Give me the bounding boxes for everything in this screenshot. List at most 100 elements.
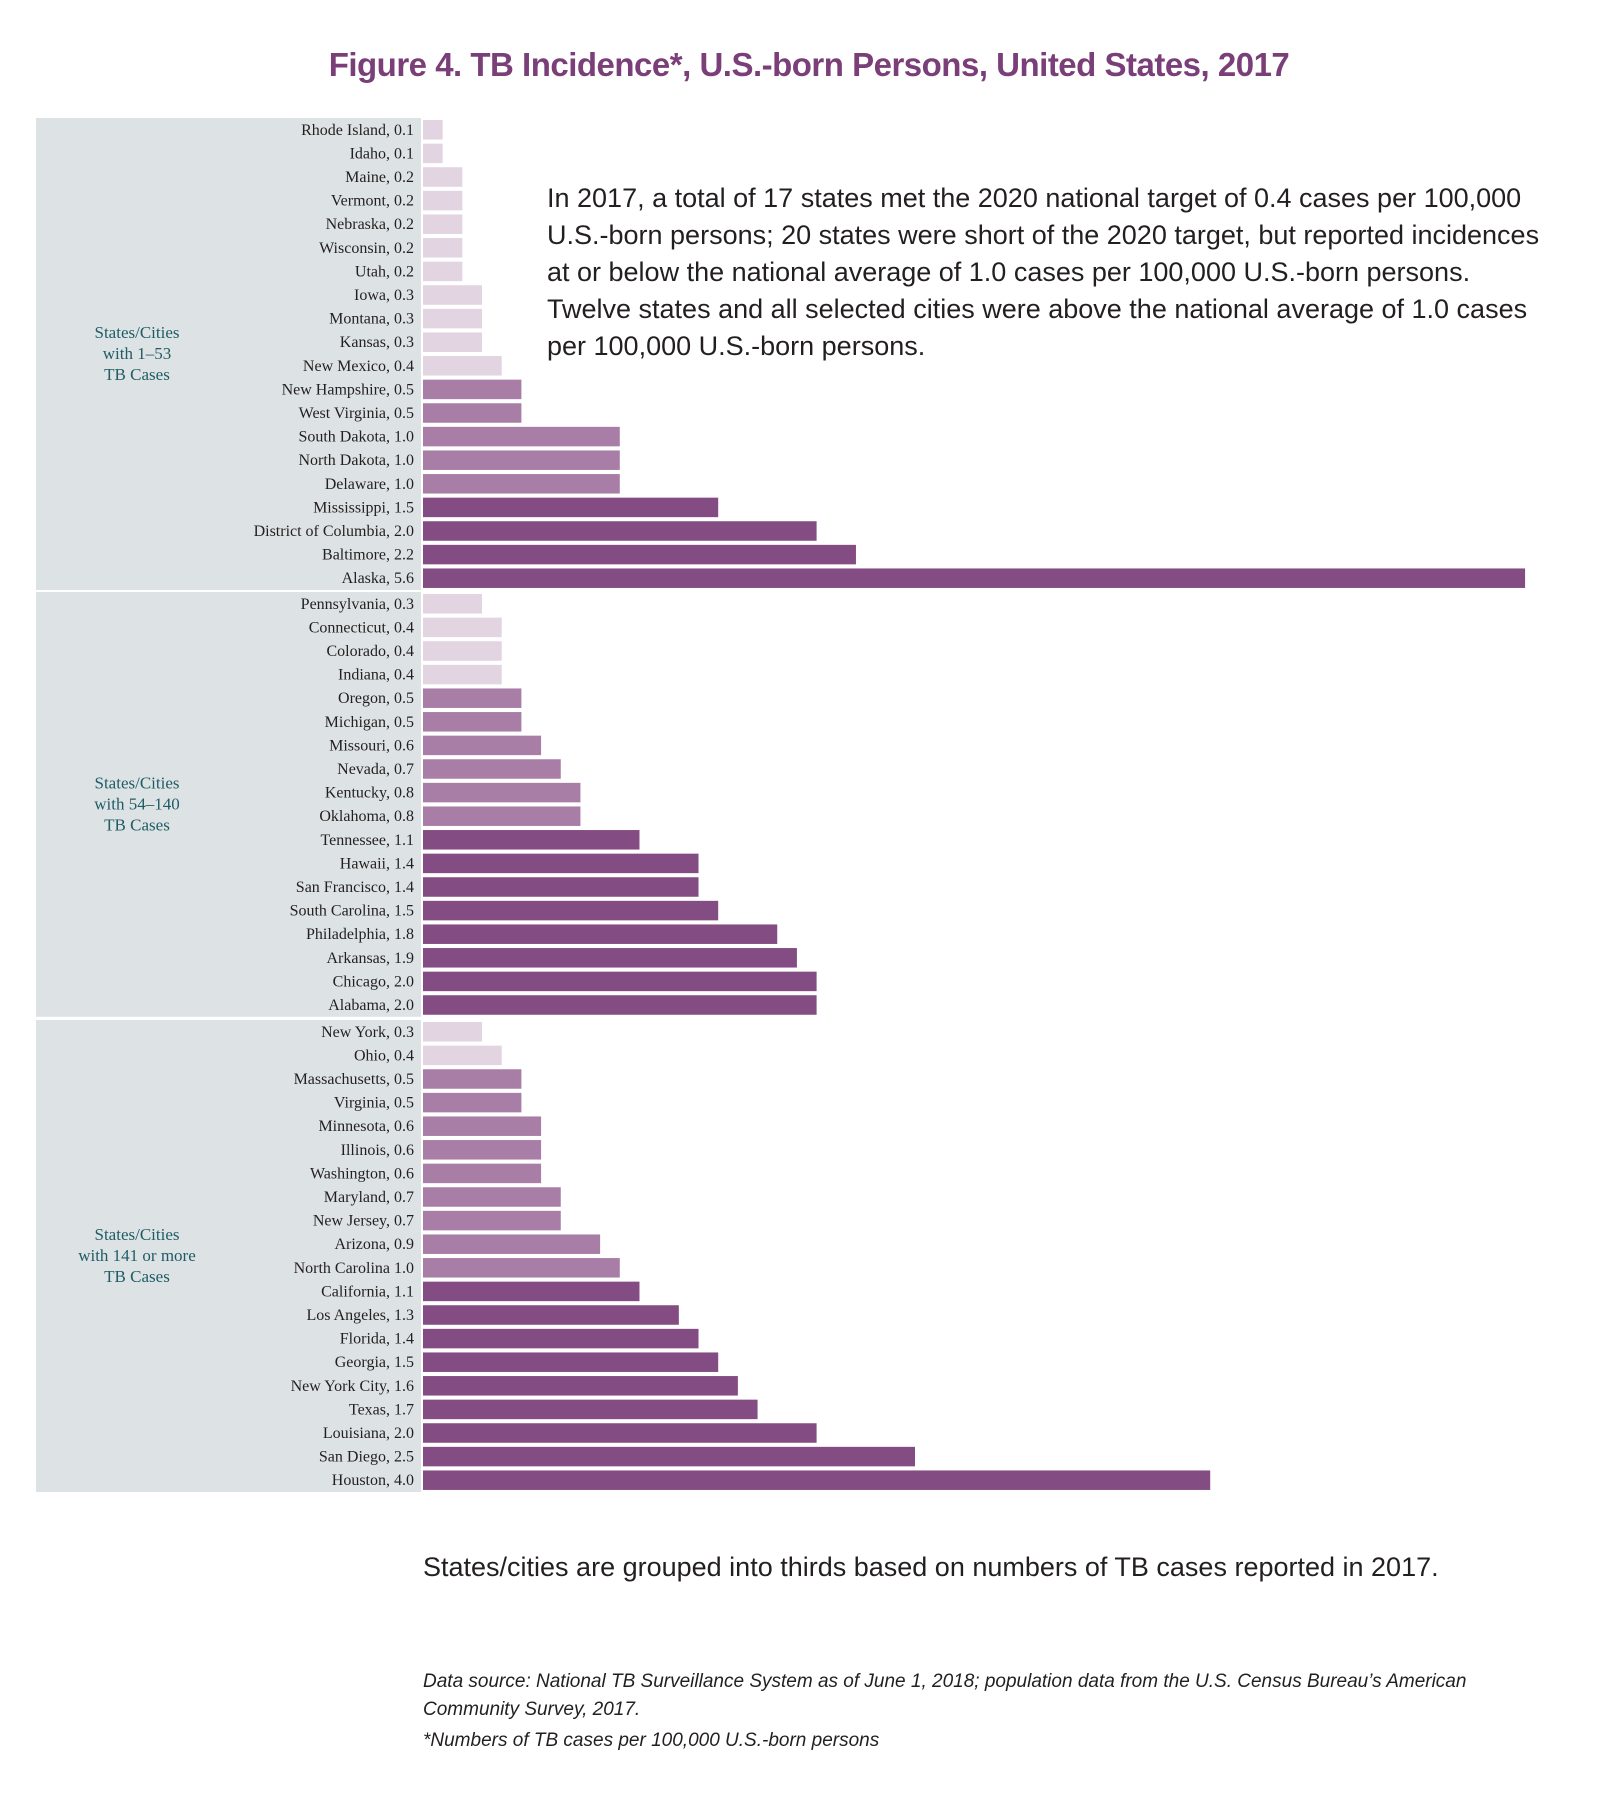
bar [423,1116,542,1136]
bar-label: Kansas, 0.3 [340,334,414,351]
bar [423,1352,719,1372]
bar [423,1258,620,1278]
bar [423,948,797,968]
bar [423,853,699,874]
bar-label: Kentucky, 0.8 [325,785,414,802]
group-label-line: TB Cases [104,365,170,384]
bar [423,1140,542,1160]
bar [423,1163,542,1184]
bar-label: Philadelphia, 1.8 [306,926,414,943]
bar-label: Missouri, 0.6 [329,737,414,754]
group-label-1: States/Cities with 1–53 TB Cases [95,323,180,384]
bar-label: Illinois, 0.6 [341,1142,414,1159]
summary-annotation: In 2017, a total of 17 states met the 20… [547,183,1540,361]
bar [423,1376,738,1396]
bar [423,1069,522,1089]
bar-label: Mississippi, 1.5 [313,499,414,516]
bar [423,971,817,992]
bar-label: Texas, 1.7 [349,1401,414,1418]
group-panel-1 [36,118,421,590]
bar [423,759,561,779]
bar-label: Idaho, 0.1 [350,145,414,162]
bar-label: Louisiana, 2.0 [323,1425,414,1442]
bar [423,1399,758,1420]
group-label-line: with 141 or more [78,1246,196,1265]
bar-label: Baltimore, 2.2 [322,547,414,564]
grouping-note: States/cities are grouped into thirds ba… [423,1552,1439,1582]
bar [423,1210,561,1231]
bar-label: Oklahoma, 0.8 [319,808,414,825]
chart-title: Figure 4. TB Incidence*, U.S.-born Perso… [328,46,1290,83]
bar [423,497,719,518]
group-label-line: TB Cases [104,1267,170,1286]
bar [423,1446,915,1467]
bar-label: Massachusetts, 0.5 [294,1071,414,1088]
bar-label: Colorado, 0.4 [326,643,414,660]
bar-label: Virginia, 0.5 [334,1095,414,1112]
group-label-line: TB Cases [104,815,170,834]
bar [423,1092,522,1113]
bar [423,830,640,850]
bar [423,900,719,921]
group-label-line: States/Cities [95,1225,180,1244]
bar [423,664,502,685]
bar-label: Pennsylvania, 0.3 [301,596,414,613]
bar [423,285,483,305]
bar-label: Montana, 0.3 [329,311,414,328]
footnote: *Numbers of TB cases per 100,000 U.S.-bo… [423,1730,880,1751]
bar-label: South Carolina, 1.5 [290,903,414,920]
bar [423,261,463,282]
bar [423,474,620,494]
group-label-line: States/Cities [95,323,180,342]
bar [423,617,502,638]
bar [423,1423,817,1443]
bar [423,1328,699,1349]
group-label-line: with 1–53 [103,344,171,363]
bar-label: San Diego, 2.5 [319,1449,414,1466]
bar [423,308,483,329]
bar [423,641,502,661]
bar-label: West Virginia, 0.5 [299,405,414,422]
bar-label: Minnesota, 0.6 [318,1118,414,1135]
bar-label: California, 1.1 [321,1283,414,1300]
bar [423,594,483,614]
bar-label: South Dakota, 1.0 [298,429,414,446]
bar [423,568,1526,588]
bar-label: Houston, 4.0 [332,1472,414,1489]
bar-label: San Francisco, 1.4 [296,879,414,896]
group-panel-2 [36,592,421,1017]
bar-label: Georgia, 1.5 [335,1354,414,1371]
bar [423,1022,483,1042]
bar [423,450,620,470]
bar [423,735,542,756]
bar [423,924,778,944]
bar [423,521,817,541]
bar [423,712,522,732]
bar-label: Michigan, 0.5 [325,714,414,731]
bar-label: Oregon, 0.5 [338,690,414,707]
bar [423,332,483,352]
bar [423,238,463,258]
bar [423,426,620,447]
bar [423,167,463,187]
group-panel-3 [36,1020,421,1492]
group-label-2: States/Cities with 54–140 TB Cases [94,773,179,834]
bar [423,1281,640,1302]
bar-label: Indiana, 0.4 [338,667,414,684]
bar-label: Iowa, 0.3 [354,287,414,304]
bar [423,143,443,164]
bar-label: Hawaii, 1.4 [340,855,414,872]
bar [423,356,502,376]
bar [423,120,443,140]
bar-label: Alaska, 5.6 [342,570,414,587]
bar [423,1045,502,1066]
data-source-note: Data source: National TB Surveillance Sy… [423,1671,1467,1720]
bar-label: Arizona, 0.9 [334,1236,414,1253]
bar-label: Chicago, 2.0 [333,973,414,990]
bar [423,214,463,234]
bar-label: Utah, 0.2 [355,263,414,280]
bar-label: District of Columbia, 2.0 [254,523,414,540]
bar-label: Connecticut, 0.4 [309,619,414,636]
bar-label: Vermont, 0.2 [331,193,414,210]
